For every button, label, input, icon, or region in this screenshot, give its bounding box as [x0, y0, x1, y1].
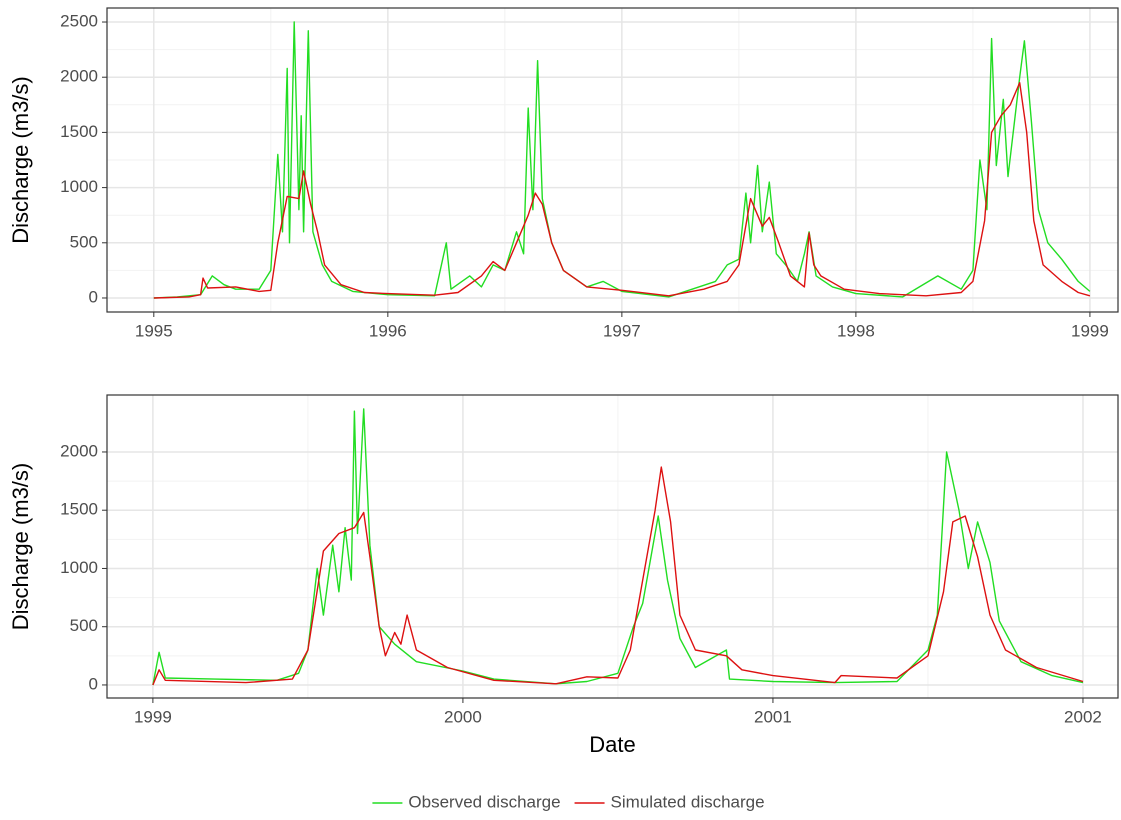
- y-tick-label: 500: [70, 232, 98, 251]
- y-tick-label: 0: [89, 674, 98, 693]
- y-tick-label: 0: [89, 287, 98, 306]
- x-tick-label: 2001: [754, 707, 792, 726]
- plot-border: [106, 7, 1119, 313]
- x-tick-label: 2002: [1064, 707, 1102, 726]
- y-tick-label: 1500: [60, 500, 98, 519]
- data-line: [153, 21, 1091, 299]
- y-tick-label: 2000: [60, 67, 98, 86]
- x-tick-label: 1997: [603, 321, 641, 340]
- plot-border: [106, 394, 1119, 699]
- data-line: [152, 466, 1084, 686]
- y-tick-label: 1000: [60, 177, 98, 196]
- x-tick-label: 1995: [135, 321, 173, 340]
- x-tick-label: 1999: [134, 707, 172, 726]
- x-tick-label: 1999: [1071, 321, 1109, 340]
- y-tick-label: 2500: [60, 12, 98, 31]
- data-line: [153, 82, 1091, 299]
- x-tick-label: 1998: [837, 321, 875, 340]
- x-axis-label: Date: [589, 732, 635, 757]
- y-axis-label: Discharge (m3/s): [8, 76, 33, 243]
- y-tick-label: 1000: [60, 558, 98, 577]
- legend: Observed discharge Simulated discharge: [372, 792, 765, 811]
- x-tick-label: 2000: [444, 707, 482, 726]
- legend-label: Simulated discharge: [611, 792, 765, 811]
- x-tick-label: 1996: [369, 321, 407, 340]
- legend-label: Observed discharge: [408, 792, 560, 811]
- y-tick-label: 1500: [60, 122, 98, 141]
- y-axis-label: Discharge (m3/s): [8, 463, 33, 630]
- y-tick-label: 500: [70, 616, 98, 635]
- y-tick-label: 2000: [60, 441, 98, 460]
